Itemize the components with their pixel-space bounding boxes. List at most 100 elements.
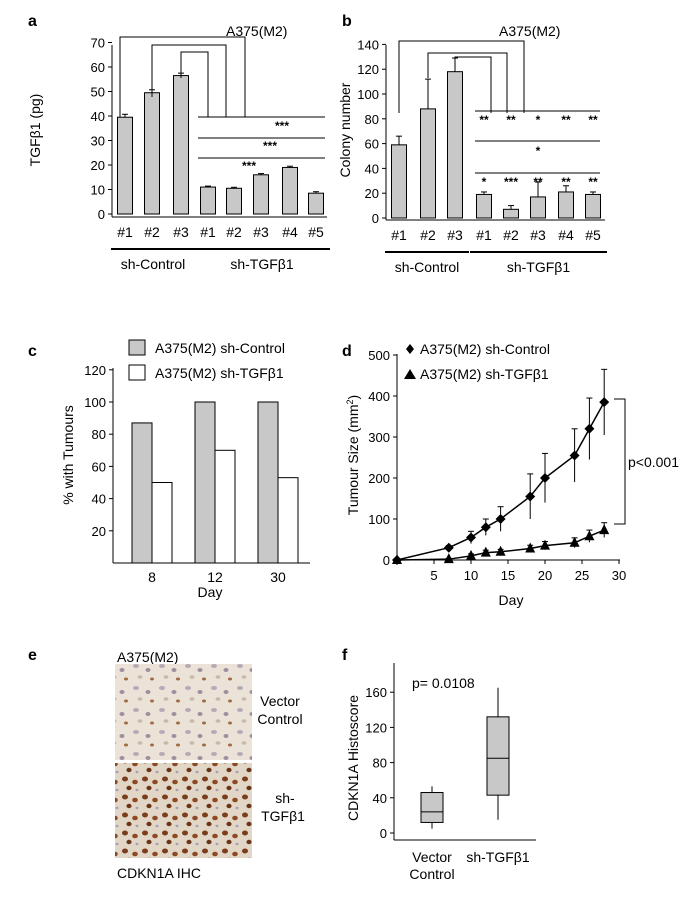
panel-d-ytick-label-0: 0 (383, 553, 390, 568)
panel-b-category-3: #3 (447, 227, 463, 243)
panel-f-ylabel: CDKN1A Histoscore (345, 695, 361, 821)
panel-f-box-2 (486, 716, 510, 796)
panel-c-ytick-label-40: 40 (92, 492, 106, 507)
panel-d-ylabel-end: ) (345, 395, 361, 400)
panel-b-sig-row1-5: ** (588, 113, 598, 127)
panel-a-bar-7 (282, 166, 298, 215)
panel-a-group-label-1: sh-Control (121, 256, 186, 272)
panel-d-point-s1-2 (443, 542, 454, 553)
panel-a-ytick-label-0: 0 (98, 207, 105, 222)
panel-d-point-s2-1 (392, 554, 402, 564)
panel-d-point-s2-10 (599, 524, 610, 535)
panel-f-ytick-label-0: 0 (380, 826, 387, 841)
panel-a-ylabel: TGFβ1 (pg) (27, 94, 43, 167)
panel-a-category-4: #1 (200, 224, 216, 240)
panel-b-bar-1 (391, 144, 407, 219)
panel-b-bar-6 (530, 196, 546, 219)
panel-b-bar-5 (503, 208, 519, 219)
panel-e-image-2-label-line1: sh- (275, 790, 295, 806)
panel-f-ytick-label-120: 120 (365, 720, 387, 735)
panel-f-ytick-label-80: 80 (373, 756, 387, 771)
panel-d-ylabel-sup: 2 (345, 399, 355, 404)
panel-a-group-label-2: sh-TGFβ1 (230, 256, 293, 272)
panel-c-bar-tgfb1-2 (214, 449, 236, 564)
panel-b-bar-2 (420, 108, 436, 219)
panel-c-category-2: 12 (207, 569, 223, 585)
panel-d-xtick-label-30: 30 (612, 568, 626, 583)
panel-d-point-s2-5 (495, 545, 506, 556)
panel-d-point-s1-6 (525, 491, 536, 502)
panel-c-chart: A375(M2) sh-Control A375(M2) sh-TGFβ1 % … (60, 339, 310, 600)
panel-d-point-s2-7 (540, 539, 550, 550)
panel-d-point-s1-7 (540, 473, 550, 483)
panel-b-category-8: #5 (585, 227, 601, 243)
panel-b-sig-row2-1: * (536, 144, 541, 158)
panel-d-point-s2-9 (584, 530, 595, 541)
panel-c-legend-tgfb1: A375(M2) sh-TGFβ1 (155, 365, 284, 381)
panel-b-sig-row1-3: * (536, 113, 541, 127)
panel-label-a: a (28, 13, 37, 30)
panel-label-b: b (342, 13, 352, 30)
panel-d-xtick-label-10: 10 (464, 568, 478, 583)
panel-d-point-s1-9 (584, 423, 595, 434)
panel-b-title: A375(M2) (499, 23, 560, 39)
panel-b-bar-7 (558, 191, 574, 219)
panel-d-ytick-label-200: 200 (368, 471, 390, 486)
panel-b-category-5: #2 (503, 227, 519, 243)
panel-b-bar-3 (447, 71, 463, 219)
panel-b-category-7: #4 (558, 227, 574, 243)
panel-a-ytick-label-60: 60 (91, 60, 105, 75)
panel-c-xlabel: Day (198, 584, 223, 600)
panel-label-c: c (28, 343, 37, 360)
panel-e-image-1-label-line1: Vector (260, 693, 300, 709)
panel-e-image-2-label-line2: TGFβ1 (261, 808, 305, 824)
panel-a-bar-6 (253, 174, 269, 215)
panel-e-image-1-label-line2: Control (257, 711, 302, 727)
panel-a-chart: A375(M2) TGFβ1 (pg) 0 10 20 30 40 50 60 70 #1 #2… (27, 23, 330, 272)
panel-f-box-1 (420, 792, 444, 823)
panel-f-pvalue: p= 0.0108 (412, 675, 475, 691)
panel-d-legend-diamond-icon (406, 344, 414, 354)
panel-b-ytick-label-100: 100 (357, 87, 379, 102)
panel-d-ytick-label-500: 500 (368, 348, 390, 363)
panel-b-bracket-2 (427, 52, 508, 113)
panel-a-sig-1: *** (275, 119, 289, 133)
panel-b-sig-row3-5: ** (588, 175, 598, 189)
panel-c-ylabel: % with Tumours (60, 405, 76, 505)
panel-d-ytick-label-300: 300 (368, 430, 390, 445)
panel-a-bar-8 (308, 192, 324, 215)
panel-d-point-s2-3 (466, 549, 476, 560)
panel-d-point-s1-8 (569, 450, 580, 461)
panel-d-line-series-1 (396, 401, 605, 561)
panel-c-category-3: 30 (270, 569, 286, 585)
panel-c-ytick-label-80: 80 (92, 427, 106, 442)
panel-d-xtick-label-15: 15 (501, 568, 515, 583)
panel-a-bar-2 (144, 92, 160, 215)
panel-a-category-2: #2 (144, 224, 160, 240)
panel-a-bracket-1 (119, 36, 246, 117)
panel-c-bar-control-1 (131, 422, 153, 564)
panel-b-ytick-label-60: 60 (365, 137, 379, 152)
panel-c-ytick-label-60: 60 (92, 459, 106, 474)
panel-d-ytick-label-100: 100 (368, 512, 390, 527)
panel-a-ytick-label-40: 40 (91, 109, 105, 124)
panel-a-ytick-label-30: 30 (91, 134, 105, 149)
panel-b-bar-4 (476, 193, 492, 219)
panel-b-category-6: #3 (530, 227, 546, 243)
panel-a-category-8: #5 (308, 224, 324, 240)
panel-a-ytick-label-70: 70 (91, 36, 105, 51)
panel-a-category-1: #1 (117, 224, 133, 240)
panel-b-sig-row1-4: ** (561, 113, 571, 127)
panel-f-category-2: sh-TGFβ1 (466, 849, 529, 865)
panel-b-ytick-label-0: 0 (372, 211, 379, 226)
panel-a-category-5: #2 (226, 224, 242, 240)
panel-b-ytick-label-40: 40 (365, 161, 379, 176)
panel-b-bracket-3 (454, 56, 492, 113)
panel-f-category-1-line2: Control (409, 866, 454, 882)
panel-d-xlabel: Day (499, 592, 524, 608)
panel-a-title: A375(M2) (226, 23, 287, 39)
panel-d-ytick-label-400: 400 (368, 389, 390, 404)
panel-a-ytick-label-20: 20 (91, 158, 105, 173)
panel-b-ytick-label-80: 80 (365, 112, 379, 127)
